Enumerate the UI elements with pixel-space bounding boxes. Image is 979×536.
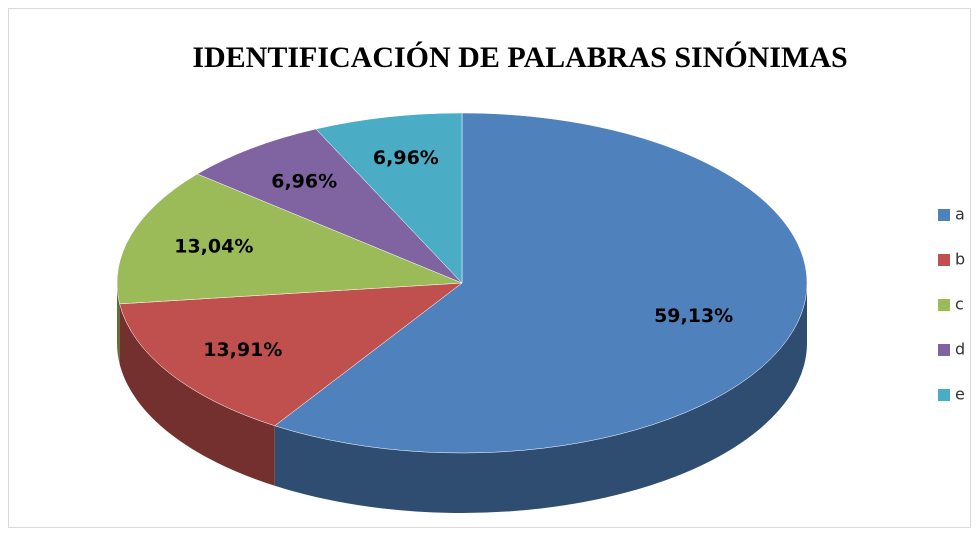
slice — [119, 282, 463, 427]
legend-swatch — [938, 299, 950, 311]
legend-label: e — [955, 385, 965, 404]
value-label: 59,13% — [654, 305, 733, 327]
chart-title: IDENTIFICACIÓN DE PALABRAS SINÓNIMAS — [192, 41, 847, 74]
value-label: 6,96% — [271, 170, 337, 192]
slice-side — [117, 283, 120, 364]
legend-swatch — [938, 389, 950, 401]
legend-label: c — [955, 295, 964, 314]
legend-label: b — [955, 250, 965, 269]
slice-side — [274, 283, 808, 513]
legend-swatch — [938, 209, 950, 221]
value-label: 13,04% — [174, 235, 253, 257]
slice — [116, 173, 463, 305]
legend-swatch — [938, 344, 950, 356]
legend-swatch — [938, 254, 950, 266]
slice-side — [119, 303, 275, 486]
slice — [315, 112, 463, 284]
legend-label: d — [955, 340, 965, 359]
value-label: 6,96% — [373, 147, 439, 169]
legend-label: a — [955, 205, 965, 224]
slice — [196, 128, 463, 284]
value-label: 13,91% — [203, 339, 282, 361]
slice — [274, 112, 808, 454]
